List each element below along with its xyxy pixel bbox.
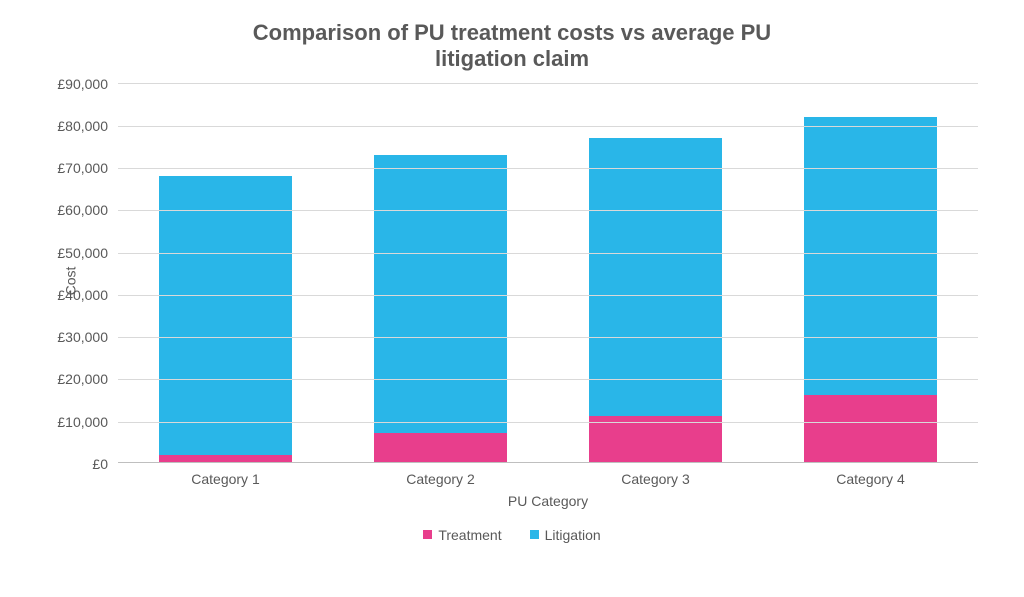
chart-title: Comparison of PU treatment costs vs aver… — [40, 20, 984, 73]
baseline — [118, 462, 978, 463]
bars-row — [118, 84, 978, 463]
gridline — [118, 210, 978, 211]
legend-label: Treatment — [438, 527, 501, 543]
y-tick-label: £50,000 — [57, 245, 118, 261]
bar-segment-treatment — [374, 433, 507, 463]
x-tick-label: Category 3 — [548, 471, 763, 487]
x-tick-labels: Category 1Category 2Category 3Category 4 — [118, 471, 978, 487]
bar-segment-litigation — [159, 176, 292, 456]
bar-segment-treatment — [804, 395, 937, 463]
bar-slot — [118, 84, 333, 463]
y-tick-label: £20,000 — [57, 371, 118, 387]
legend-item: Litigation — [530, 527, 601, 543]
chart-container: Comparison of PU treatment costs vs aver… — [0, 0, 1024, 597]
bar-slot — [548, 84, 763, 463]
gridline — [118, 337, 978, 338]
gridline — [118, 168, 978, 169]
y-tick-label: £40,000 — [57, 287, 118, 303]
legend: Treatment Litigation — [40, 527, 984, 543]
y-tick-label: £0 — [92, 456, 118, 472]
y-tick-label: £60,000 — [57, 202, 118, 218]
bar — [159, 176, 292, 463]
chart-title-line2: litigation claim — [40, 46, 984, 72]
legend-swatch — [530, 530, 539, 539]
plot-area: Cost £0£10,000£20,000£30,000£40,000£50,0… — [118, 83, 978, 509]
gridline — [118, 295, 978, 296]
x-tick-label: Category 1 — [118, 471, 333, 487]
legend-item: Treatment — [423, 527, 501, 543]
y-tick-label: £30,000 — [57, 329, 118, 345]
bar-slot — [333, 84, 548, 463]
x-axis-label: PU Category — [118, 493, 978, 509]
y-tick-label: £10,000 — [57, 414, 118, 430]
gridline — [118, 379, 978, 380]
y-tick-label: £90,000 — [57, 76, 118, 92]
bar-slot — [763, 84, 978, 463]
legend-label: Litigation — [545, 527, 601, 543]
x-tick-label: Category 4 — [763, 471, 978, 487]
gridline — [118, 253, 978, 254]
bar — [589, 138, 722, 463]
gridline — [118, 126, 978, 127]
gridline — [118, 422, 978, 423]
bar-segment-litigation — [804, 117, 937, 396]
bar-segment-treatment — [589, 416, 722, 462]
y-tick-label: £80,000 — [57, 118, 118, 134]
legend-swatch — [423, 530, 432, 539]
x-tick-label: Category 2 — [333, 471, 548, 487]
bar — [374, 155, 507, 463]
grid-area: £0£10,000£20,000£30,000£40,000£50,000£60… — [118, 83, 978, 463]
chart-title-line1: Comparison of PU treatment costs vs aver… — [40, 20, 984, 46]
y-tick-label: £70,000 — [57, 160, 118, 176]
bar-segment-litigation — [589, 138, 722, 417]
